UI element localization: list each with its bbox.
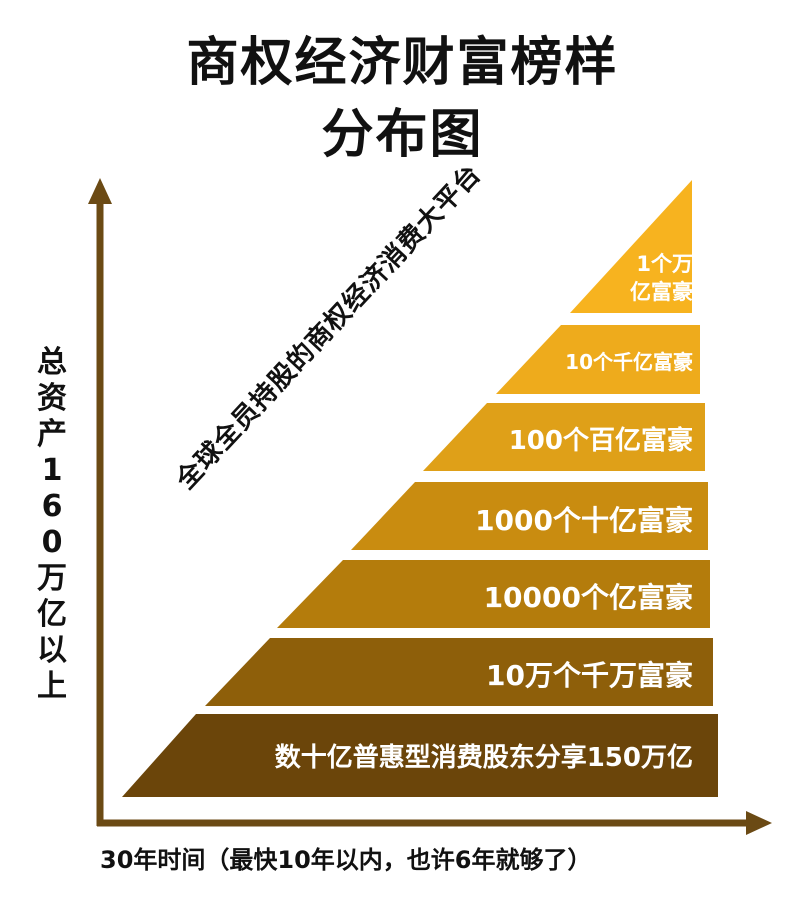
- tier-2-shape: [496, 325, 700, 394]
- page-title: 商权经济财富榜样: [186, 33, 619, 93]
- x-axis-arrow: [746, 811, 772, 835]
- tier-5-label: 10000个亿富豪: [483, 581, 693, 614]
- tier-4-shape: [351, 482, 708, 550]
- x-axis-label: 30年时间（最快10年以内，也许6年就够了）: [100, 846, 592, 874]
- page-subtitle: 分布图: [321, 105, 484, 165]
- tier-3-label: 100个百亿富豪: [508, 426, 693, 456]
- tier-2-label: 10个千亿富豪: [565, 350, 693, 374]
- tier-1-label: 1个万 亿富豪: [630, 252, 693, 304]
- tier-7-label: 数十亿普惠型消费股东分享150万亿: [274, 743, 693, 773]
- tier-3-shape: [423, 403, 705, 471]
- tier-5-shape: [277, 560, 710, 628]
- tier-6-shape: [205, 638, 713, 706]
- tier-7-shape: [122, 714, 718, 797]
- tier-4-label: 1000个十亿富豪: [475, 504, 693, 537]
- y-axis-arrow: [88, 178, 112, 204]
- tier-1-shape: [570, 180, 692, 313]
- y-axis-label: 总 资 产 1 6 0 万 亿 以 上: [37, 345, 67, 704]
- tier-6-label: 10万个千万富豪: [486, 659, 693, 692]
